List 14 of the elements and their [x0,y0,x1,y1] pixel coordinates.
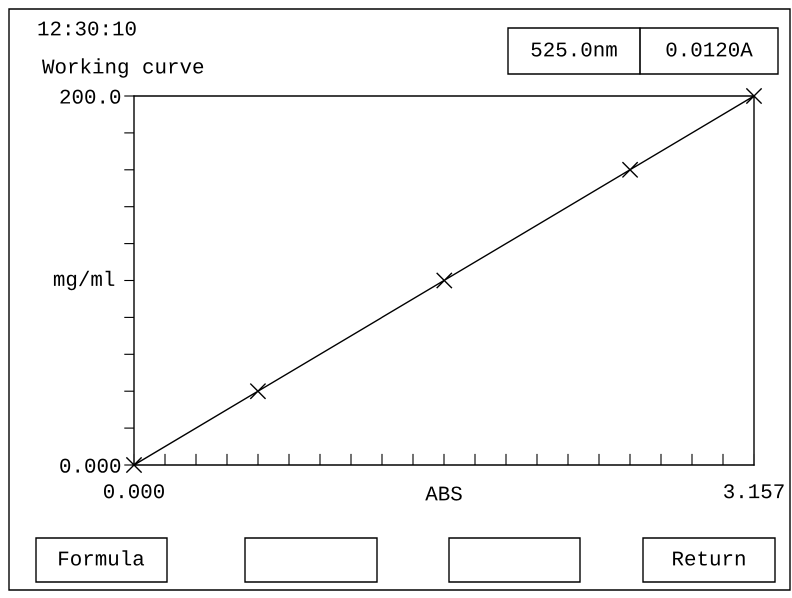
x-tick-label: 3.157 [724,484,784,498]
text: 525.0nm [532,42,617,57]
y-tick-label: 200.0 [60,90,120,104]
point [436,272,453,289]
text: 12:30:10 [38,21,136,36]
point [622,161,638,178]
text: 0.0120A [666,42,753,57]
point [746,88,762,104]
y-axis-title: mg/ml [54,270,114,290]
x-axis-title: ABS [425,486,462,501]
point [250,382,266,400]
text: Return [673,552,745,566]
text: Working curve [42,58,204,78]
text: Formula [59,550,144,566]
